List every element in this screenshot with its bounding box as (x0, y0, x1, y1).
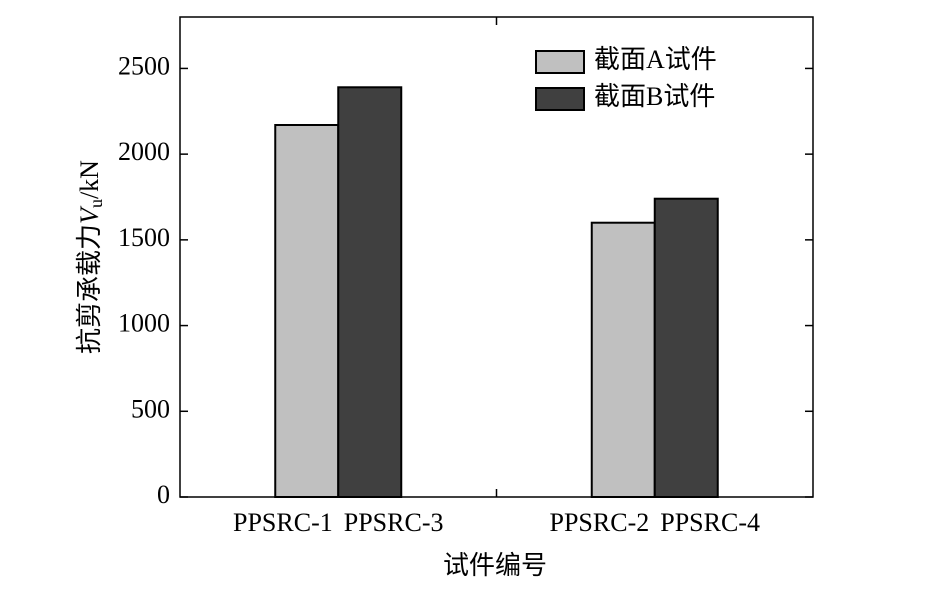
y-tick-label: 0 (157, 480, 170, 509)
y-tick-label: 2000 (118, 137, 170, 166)
y-label-prefix: 抗剪承载力 (75, 224, 104, 354)
y-label-unit: /kN (75, 160, 104, 199)
bar (590, 221, 656, 498)
y-tick-label: 1000 (118, 309, 170, 338)
y-label-symbol: V (75, 205, 104, 224)
x-tick-label: PPSRC-3 (344, 508, 444, 537)
legend-label: 截面B试件 (594, 82, 715, 111)
y-label-subscript: u (86, 199, 106, 208)
bar (274, 124, 340, 498)
x-tick-label: PPSRC-1 (233, 508, 333, 537)
y-tick-label: 500 (131, 394, 170, 423)
bar (653, 197, 719, 498)
y-tick-label: 2500 (118, 51, 170, 80)
legend-label: 截面A试件 (594, 45, 717, 74)
y-axis-label: 抗剪承载力Vu/kN (75, 160, 106, 354)
y-tick-label: 1500 (118, 223, 170, 252)
x-tick-label: PPSRC-2 (550, 508, 650, 537)
legend-swatch (535, 87, 585, 111)
x-axis-label: 试件编号 (443, 551, 547, 580)
x-tick-label: PPSRC-4 (660, 508, 760, 537)
legend-swatch (535, 50, 585, 74)
bar (337, 86, 403, 499)
